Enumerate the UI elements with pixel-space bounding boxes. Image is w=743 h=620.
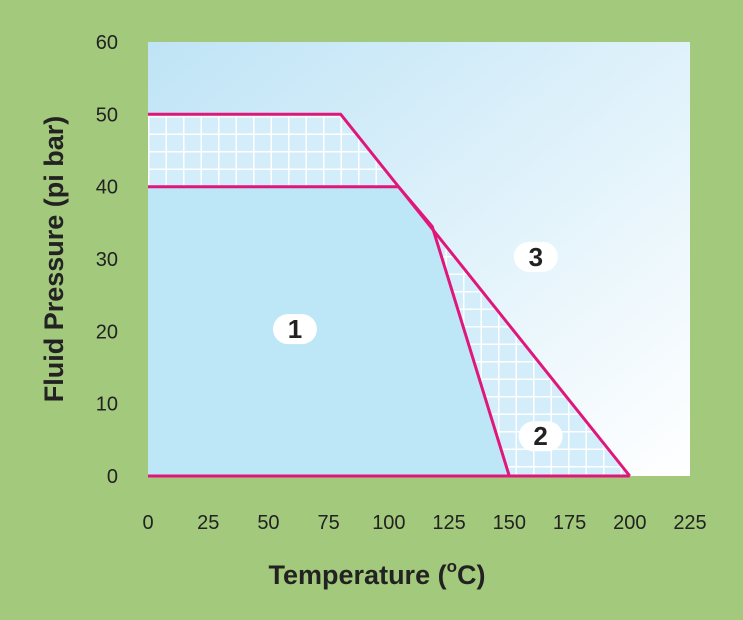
x-tick-label: 25	[197, 512, 219, 534]
x-tick-label: 150	[493, 512, 526, 534]
x-tick-label: 0	[142, 512, 153, 534]
y-axis-ticks: 0 10 20 30 40 50 60	[96, 32, 118, 488]
x-tick-label: 75	[318, 512, 340, 534]
y-tick-label: 50	[96, 104, 118, 126]
y-tick-label: 30	[96, 249, 118, 271]
y-tick-label: 0	[107, 466, 118, 488]
y-tick-label: 60	[96, 32, 118, 54]
region-1-area	[148, 186, 510, 476]
x-tick-label: 100	[372, 512, 405, 534]
x-tick-label: 125	[432, 512, 465, 534]
y-axis-title: Fluid Pressure (pi bar)	[39, 116, 69, 403]
x-tick-label: 50	[257, 512, 279, 534]
region-labels: 1 2 3	[272, 241, 563, 452]
x-axis-title-degree: o	[447, 557, 457, 576]
x-tick-label: 175	[553, 512, 586, 534]
region-label-badge	[513, 241, 558, 272]
region-label-badge	[518, 421, 563, 452]
y-tick-label: 20	[96, 321, 118, 343]
region-label-badge	[272, 314, 317, 345]
region-label-1: 1	[288, 314, 302, 344]
y-tick-label: 40	[96, 177, 118, 199]
region-label-3: 3	[529, 242, 543, 272]
x-axis-title-unit: C)	[457, 560, 486, 590]
y-tick-label: 10	[96, 394, 118, 416]
x-tick-label: 200	[613, 512, 646, 534]
x-axis-ticks: 0 25 50 75 100 125 150 175 200 225	[142, 512, 706, 534]
x-axis-title: Temperature (oC)	[269, 557, 486, 590]
upper-boundary-line	[148, 112, 631, 477]
x-axis-title-text: Temperature (	[269, 560, 447, 590]
middle-boundary-line	[148, 185, 511, 477]
region-label-2: 2	[533, 421, 547, 451]
x-tick-label: 225	[673, 512, 706, 534]
region-2-band-top	[148, 114, 399, 187]
boundary-lines	[148, 112, 631, 478]
